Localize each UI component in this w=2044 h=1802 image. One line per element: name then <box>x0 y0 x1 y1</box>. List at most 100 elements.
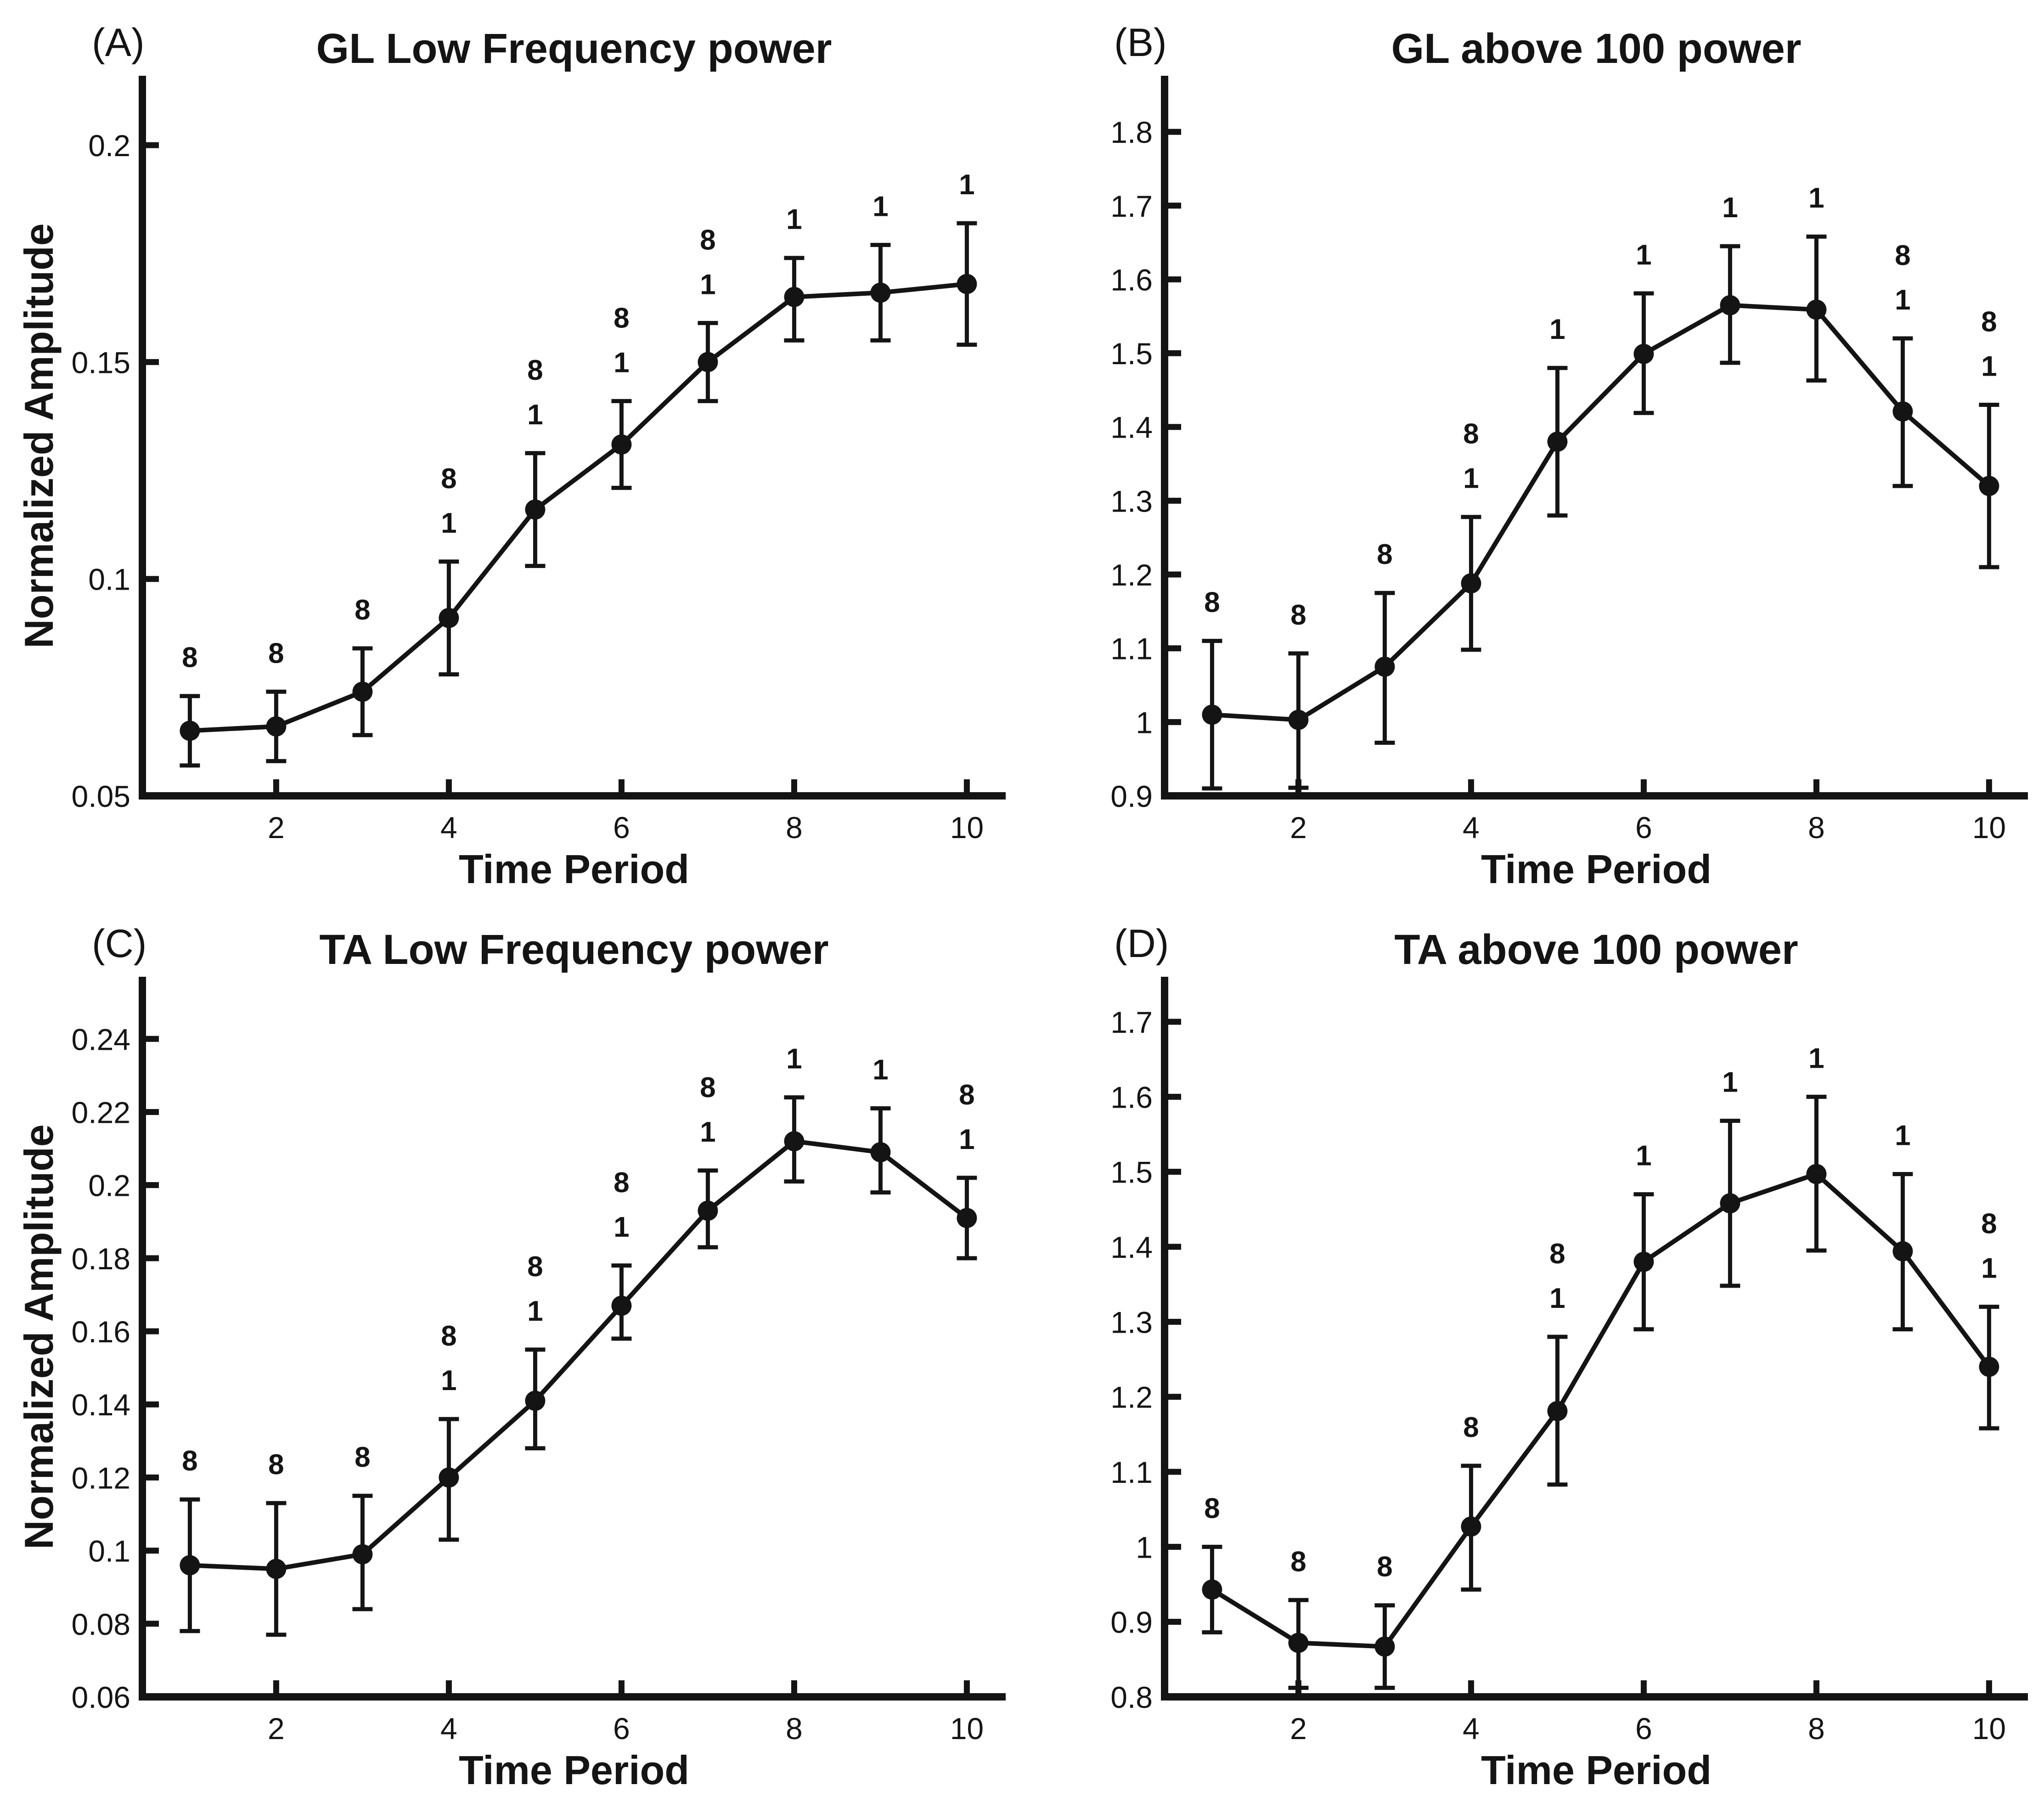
chart-canvas-b: 0.9 1 1.1 1.2 1.3 1.4 1.5 1.6 1.7 1.8 2 4 6 8 10 8 8 8 8 1 1… <box>1110 76 2028 845</box>
y-tick-label: 0.9 <box>1110 779 1153 813</box>
y-tick-label: 1.1 <box>1110 1455 1153 1489</box>
annotation-label: 1 <box>1463 463 1479 495</box>
y-axis-label: Normalized Amplitude <box>16 223 62 648</box>
y-tick-label: 1 <box>1136 705 1153 739</box>
data-line <box>190 1139 969 1571</box>
annotation-label: 8 <box>614 302 629 334</box>
y-tick-label: 0.1 <box>88 563 130 597</box>
chart-canvas-c: 0.06 0.08 0.1 0.12 0.14 0.16 0.18 0.2 0.22 0.24 2 4… <box>72 977 1006 1746</box>
data-point <box>1979 476 1999 496</box>
x-tick-label: 8 <box>786 1712 803 1746</box>
annotation-label: 1 <box>1722 1067 1738 1098</box>
y-tick-label: 1.3 <box>1110 1305 1153 1339</box>
y-tick-label: 0.18 <box>72 1242 130 1276</box>
y-tick-label: 0.8 <box>1110 1680 1153 1714</box>
annotation-label: 8 <box>1463 1412 1479 1443</box>
data-point <box>525 499 546 520</box>
panel-letter: (C) <box>92 922 147 966</box>
data-point <box>870 282 891 303</box>
y-tick-label: 1.2 <box>1110 1380 1153 1414</box>
chart-title: GL above 100 power <box>1391 25 1802 72</box>
annotation-label: 8 <box>1290 1546 1306 1577</box>
annotation-label: 8 <box>1981 1208 1997 1240</box>
data-point <box>1461 1516 1481 1537</box>
x-tick-label: 4 <box>1463 1712 1480 1746</box>
annotation-label: 8 <box>1895 240 1910 271</box>
panel-letter: (D) <box>1114 922 1169 966</box>
data-point <box>1806 1164 1827 1184</box>
x-tick-label: 8 <box>786 811 803 845</box>
y-tick-label: 0.15 <box>72 345 130 379</box>
annotation-label: 1 <box>527 1295 543 1327</box>
annotation-label: 8 <box>182 642 197 674</box>
data-point <box>1288 1633 1309 1653</box>
data-line <box>190 282 967 733</box>
panel-a: 0.05 0.1 0.15 0.2 2 4 6 8 10 8 8 8 8 1 8 1 8 1 8 1 1 1 1 (A) G… <box>0 0 1022 901</box>
data-point <box>611 434 632 455</box>
x-axis-label: Time Period <box>458 1747 690 1793</box>
annotation-label: 1 <box>1981 1253 1997 1284</box>
data-point <box>1892 1241 1913 1261</box>
y-tick-label: 1 <box>1136 1530 1153 1564</box>
annotation-label: 1 <box>1636 239 1651 271</box>
y-tick-label: 1.4 <box>1110 411 1153 445</box>
x-tick-label: 2 <box>1290 1712 1307 1746</box>
data-point <box>439 1467 459 1488</box>
annotation-label: 8 <box>1377 539 1392 570</box>
data-point <box>1979 1357 1999 1377</box>
x-tick-label: 4 <box>1463 811 1480 845</box>
y-tick-label: 0.06 <box>72 1680 130 1714</box>
x-tick-label: 2 <box>268 811 285 845</box>
annotation-label: 8 <box>268 1449 284 1481</box>
panel-b: 0.9 1 1.1 1.2 1.3 1.4 1.5 1.6 1.7 1.8 2 4 6 8 10 8 8 8 8 1 1… <box>1022 0 2044 901</box>
annotation-label: 1 <box>873 1054 888 1086</box>
annotation-label: 1 <box>786 204 802 236</box>
data-point <box>1461 573 1481 594</box>
annotation-label: 8 <box>1377 1551 1392 1583</box>
annotation-label: 1 <box>1722 192 1738 224</box>
annotation-label: 1 <box>1981 351 1997 383</box>
data-point <box>525 1391 546 1411</box>
annotation-label: 1 <box>1808 182 1824 214</box>
y-tick-label: 1.3 <box>1110 484 1153 518</box>
data-point <box>957 1208 977 1228</box>
y-tick-label: 0.12 <box>72 1461 130 1495</box>
x-tick-label: 8 <box>1808 1712 1825 1746</box>
annotation-label: 1 <box>1808 1042 1824 1074</box>
y-tick-label: 1.1 <box>1110 632 1153 666</box>
panel-d: 0.8 0.9 1 1.1 1.2 1.3 1.4 1.5 1.6 1.7 2 4 6 8 10 8 8 8 8 8 1… <box>1022 901 2044 1802</box>
annotation-label: 8 <box>527 1251 543 1283</box>
panel-c: 0.06 0.08 0.1 0.12 0.14 0.16 0.18 0.2 0.22 0.24 2 4… <box>0 901 1022 1802</box>
data-point <box>1547 1401 1568 1421</box>
annotation-label: 1 <box>1895 284 1910 316</box>
annotation-label: 8 <box>1981 306 1997 338</box>
data-point <box>352 1544 373 1565</box>
data-point <box>1633 1251 1654 1272</box>
x-tick-label: 6 <box>613 1712 630 1746</box>
x-tick-label: 6 <box>613 811 630 845</box>
data-point <box>1547 431 1568 452</box>
data-point <box>1288 710 1309 730</box>
x-axis-label: Time Period <box>458 846 690 892</box>
x-tick-label: 6 <box>1635 811 1652 845</box>
chart-title: TA above 100 power <box>1394 926 1798 973</box>
x-axis-label: Time Period <box>1481 1747 1712 1793</box>
data-point <box>1202 704 1222 725</box>
data-point <box>698 352 718 372</box>
data-point <box>1202 1579 1222 1600</box>
data-point <box>352 681 373 702</box>
data-point <box>1720 1193 1740 1214</box>
annotation-label: 1 <box>700 269 715 300</box>
data-point <box>1374 1636 1395 1657</box>
data-point <box>1892 401 1913 422</box>
annotation-label: 1 <box>614 347 629 378</box>
y-tick-label: 1.2 <box>1110 558 1153 592</box>
annotation-label: 1 <box>441 507 456 539</box>
data-point <box>870 1142 891 1163</box>
annotation-label: 8 <box>527 355 543 386</box>
y-tick-label: 0.2 <box>88 129 130 163</box>
annotation-label: 1 <box>959 1124 974 1155</box>
annotation-label: 8 <box>355 1442 370 1473</box>
annotation-label: 8 <box>1204 587 1220 619</box>
x-tick-label: 6 <box>1635 1712 1652 1746</box>
